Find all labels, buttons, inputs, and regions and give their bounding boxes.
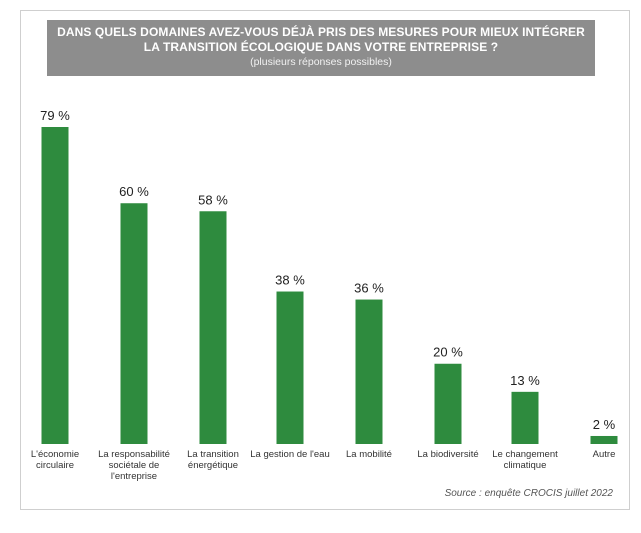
- bar-1: [41, 127, 69, 444]
- value-label-2: 60 %: [119, 184, 149, 199]
- bar-5: [355, 299, 383, 444]
- category-label-5: La mobilité: [346, 449, 392, 460]
- category-label-3: La transition énergétique: [187, 449, 239, 471]
- category-label-1: L'économie circulaire: [31, 449, 79, 471]
- value-label-6: 20 %: [433, 345, 463, 360]
- category-label-4: La gestion de l'eau: [250, 449, 329, 460]
- bar-3: [199, 211, 227, 444]
- value-label-5: 36 %: [354, 281, 384, 296]
- value-label-7: 13 %: [510, 373, 540, 388]
- value-label-1: 79 %: [40, 108, 70, 123]
- value-label-8: 2 %: [593, 417, 616, 432]
- category-label-2: La responsabilité sociétale de l'entrepris…: [98, 449, 170, 482]
- category-label-8: Autre: [593, 449, 616, 460]
- title-banner: DANS QUELS DOMAINES AVEZ-VOUS DÉJÀ PRIS …: [47, 20, 595, 76]
- category-label-6: La biodiversité: [417, 449, 478, 460]
- category-label-7: Le changement climatique: [492, 449, 558, 471]
- bar-2: [120, 203, 148, 444]
- value-labels-group: 79 % 60 % 58 % 38 % 36 % 20 % 13 % 2 %: [40, 108, 615, 432]
- category-labels-group: L'économie circulaire La responsabilité soc…: [31, 449, 616, 482]
- value-label-4: 38 %: [275, 273, 305, 288]
- bar-4: [276, 291, 304, 444]
- bar-7: [511, 391, 539, 444]
- source-note: Source : enquête CROCIS juillet 2022: [444, 488, 613, 499]
- bar-6: [434, 363, 462, 444]
- bars-group: [41, 127, 618, 444]
- value-label-3: 58 %: [198, 192, 228, 207]
- chart-title-line-1: DANS QUELS DOMAINES AVEZ-VOUS DÉJÀ PRIS …: [57, 25, 585, 39]
- chart-subtitle: (plusieurs réponses possibles): [250, 56, 392, 68]
- bar-8: [590, 435, 618, 444]
- chart-title-line-2: LA TRANSITION ÉCOLOGIQUE DANS VOTRE ENTR…: [143, 40, 499, 54]
